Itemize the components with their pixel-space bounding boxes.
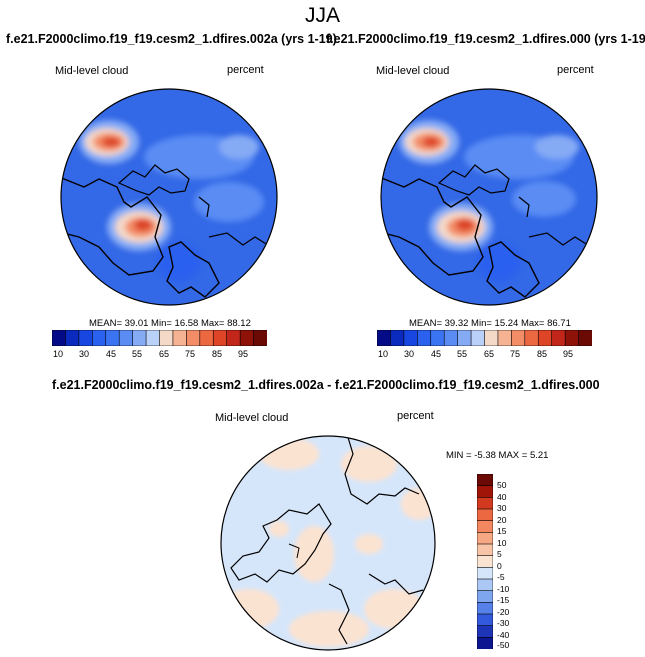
colorbar-swatch bbox=[497, 330, 512, 346]
cb3-tick: -50 bbox=[497, 640, 510, 650]
cb1-tick: 45 bbox=[105, 349, 116, 359]
cb2-tick: 75 bbox=[509, 349, 520, 359]
cb3-tick: 20 bbox=[497, 514, 507, 525]
panel-2-stats: MEAN= 39.32 Min= 15.24 Max= 86.71 bbox=[409, 318, 571, 329]
colorbar-swatch bbox=[443, 330, 459, 346]
colorbar-swatch bbox=[470, 330, 486, 346]
cb3-tick: 50 bbox=[497, 480, 507, 490]
panel-2-title: f.e21.F2000climo.f19_f19.cesm2_1.dfires.… bbox=[326, 32, 645, 46]
panel-1-colorbar-ticks: 10 30 45 55 65 75 85 95 bbox=[52, 349, 267, 361]
colorbar-swatch bbox=[537, 330, 553, 346]
colorbar-swatch bbox=[212, 330, 228, 346]
cb3-tick: 15 bbox=[497, 526, 507, 536]
colorbar-swatch bbox=[159, 330, 174, 346]
diff-units-label: percent bbox=[397, 410, 434, 422]
panel-2-units-label: percent bbox=[557, 64, 594, 76]
colorbar-swatch bbox=[477, 637, 493, 649]
cb2-tick: 85 bbox=[536, 349, 547, 359]
panel-1-field-label: Mid-level cloud bbox=[55, 65, 129, 77]
colorbar-swatch bbox=[457, 330, 472, 346]
colorbar-swatch bbox=[199, 330, 214, 346]
cb3-tick: -5 bbox=[497, 572, 505, 582]
cb3-tick: 10 bbox=[497, 537, 507, 548]
colorbar-swatch bbox=[511, 330, 526, 346]
diff-panel-title: f.e21.F2000climo.f19_f19.cesm2_1.dfires.… bbox=[52, 378, 600, 392]
cb1-tick: 95 bbox=[237, 349, 248, 359]
cb2-tick: 30 bbox=[403, 349, 414, 359]
cb1-tick: 10 bbox=[52, 349, 63, 359]
colorbar-swatch bbox=[390, 330, 405, 346]
colorbar-swatch bbox=[564, 330, 580, 346]
cb2-tick: 95 bbox=[562, 349, 573, 359]
cb3-tick: -20 bbox=[497, 606, 510, 617]
cb1-tick: 75 bbox=[184, 349, 195, 359]
diff-colorbar bbox=[477, 474, 493, 649]
cb3-tick: -30 bbox=[497, 618, 510, 628]
colorbar-swatch bbox=[132, 330, 147, 346]
colorbar-swatch bbox=[105, 330, 120, 346]
cb3-tick: 0 bbox=[497, 560, 502, 571]
colorbar-swatch bbox=[377, 330, 392, 346]
colorbar-swatch bbox=[65, 330, 80, 346]
cb1-tick: 30 bbox=[78, 349, 89, 359]
cb3-tick: -15 bbox=[497, 595, 510, 605]
diff-polar-map bbox=[220, 435, 436, 651]
colorbar-swatch bbox=[92, 330, 107, 346]
cb3-tick: -10 bbox=[497, 583, 510, 594]
cb3-tick: 40 bbox=[497, 491, 507, 502]
season-title: JJA bbox=[304, 4, 340, 27]
colorbar-swatch bbox=[172, 330, 187, 346]
cb1-tick: 65 bbox=[158, 349, 169, 359]
cb2-tick: 55 bbox=[456, 349, 467, 359]
panel-1-stats: MEAN= 39.01 Min= 16.58 Max= 88.12 bbox=[89, 318, 251, 329]
cb1-tick: 55 bbox=[131, 349, 142, 359]
colorbar-swatch bbox=[226, 330, 241, 346]
cb3-tick: 30 bbox=[497, 503, 507, 513]
panel-1-polar-map bbox=[60, 88, 278, 306]
diff-field-label: Mid-level cloud bbox=[215, 412, 289, 424]
cb2-tick: 10 bbox=[377, 349, 388, 359]
colorbar-swatch bbox=[52, 330, 67, 346]
colorbar-swatch bbox=[253, 330, 267, 346]
colorbar-swatch bbox=[186, 330, 201, 346]
cb1-tick: 85 bbox=[211, 349, 222, 359]
panel-2-colorbar-ticks: 10 30 45 55 65 75 85 95 bbox=[377, 349, 592, 361]
colorbar-swatch bbox=[551, 330, 566, 346]
colorbar-swatch bbox=[145, 330, 161, 346]
panel-1-title: f.e21.F2000climo.f19_f19.cesm2_1.dfires.… bbox=[6, 32, 337, 46]
colorbar-swatch bbox=[417, 330, 432, 346]
cb3-tick: 5 bbox=[497, 549, 502, 559]
colorbar-swatch bbox=[239, 330, 255, 346]
panel-2-field-label: Mid-level cloud bbox=[376, 65, 450, 77]
colorbar-swatch bbox=[524, 330, 539, 346]
diff-stats: MIN = -5.38 MAX = 5.21 bbox=[446, 450, 549, 461]
colorbar-swatch bbox=[578, 330, 592, 346]
colorbar-swatch bbox=[403, 330, 418, 346]
panel-2-colorbar bbox=[377, 330, 592, 346]
colorbar-swatch bbox=[78, 330, 93, 346]
colorbar-swatch bbox=[430, 330, 445, 346]
cb2-tick: 45 bbox=[430, 349, 441, 359]
colorbar-swatch bbox=[484, 330, 499, 346]
cb3-tick: -40 bbox=[497, 629, 510, 640]
diff-colorbar-ticks: 50 40 30 20 15 10 5 0 -5 -10 -15 -20 -30… bbox=[477, 474, 517, 650]
cb2-tick: 65 bbox=[483, 349, 494, 359]
panel-2-polar-map bbox=[380, 88, 598, 306]
colorbar-swatch bbox=[118, 330, 134, 346]
panel-1-units-label: percent bbox=[227, 64, 264, 76]
panel-1-colorbar bbox=[52, 330, 267, 346]
